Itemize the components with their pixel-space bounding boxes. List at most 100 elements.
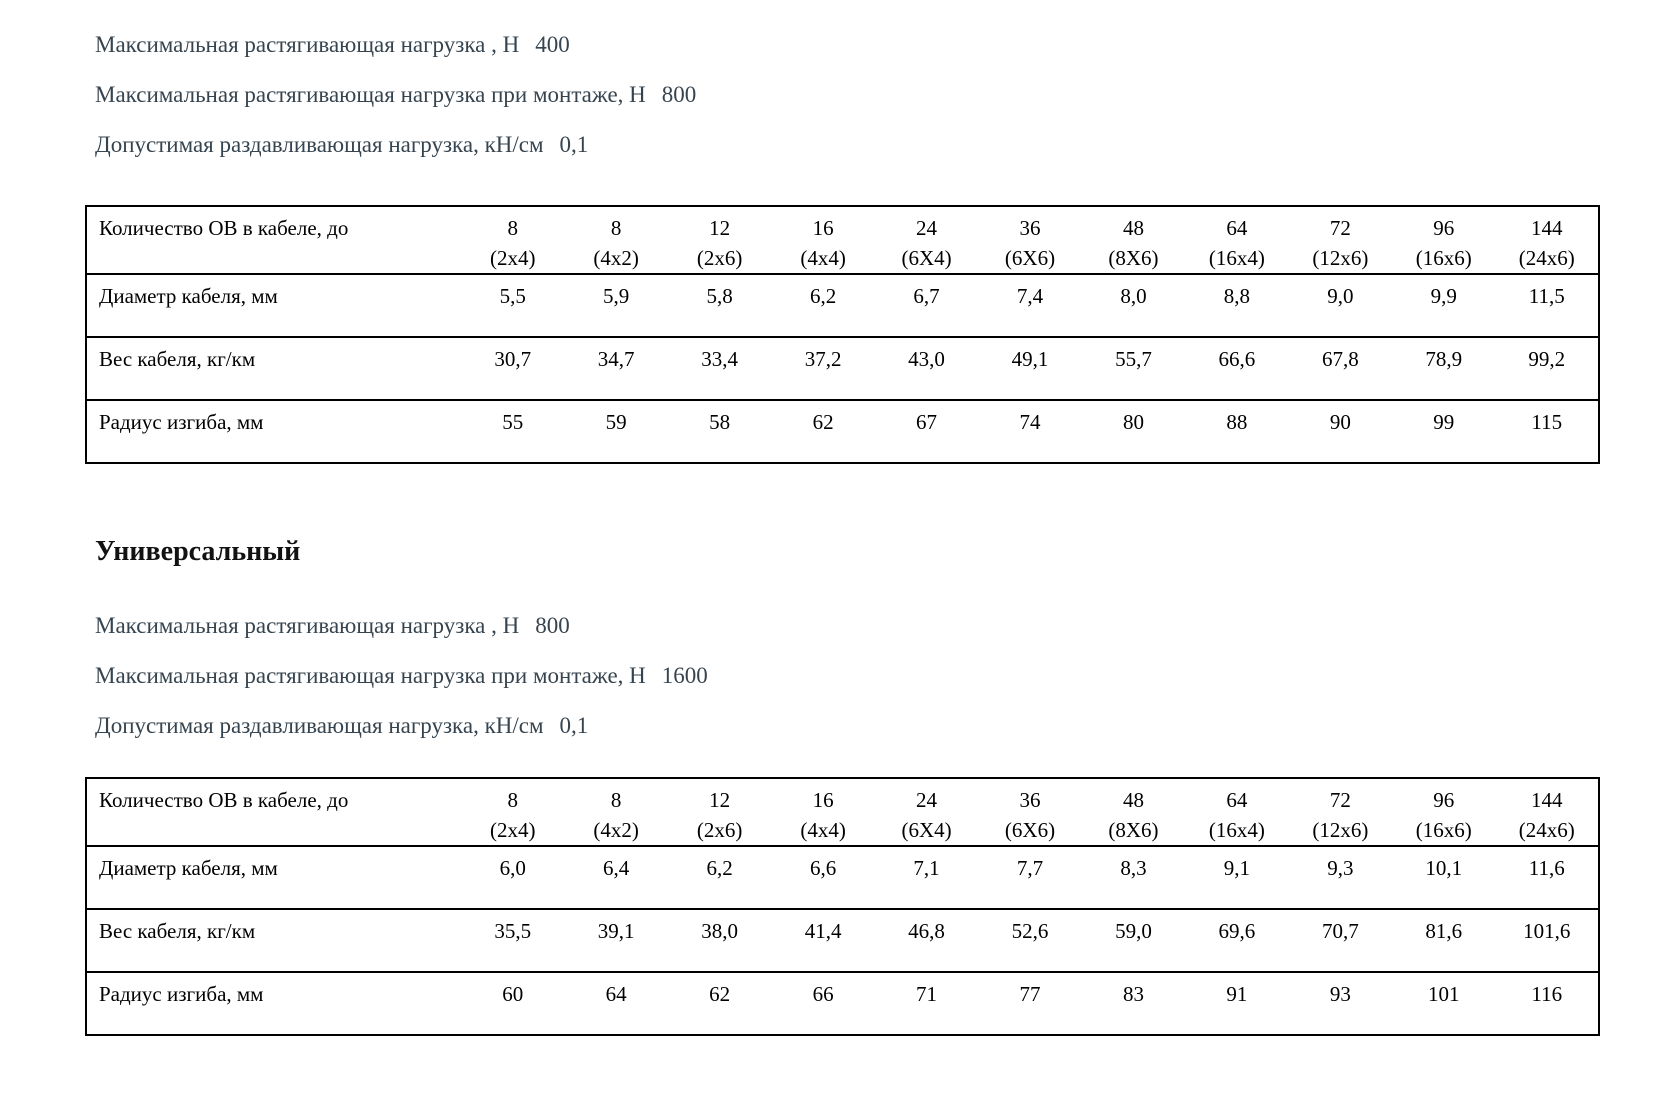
fiber-config: (4x4) bbox=[800, 818, 846, 842]
fiber-count: 96 bbox=[1433, 788, 1455, 812]
value-cell: 10,1 bbox=[1392, 845, 1496, 910]
value-cell: 46,8 bbox=[874, 908, 979, 973]
spec-value: 0,1 bbox=[559, 713, 589, 738]
fiber-count: 8 bbox=[507, 216, 518, 240]
value-cell: 78,9 bbox=[1392, 336, 1496, 401]
value-cell: 8,8 bbox=[1185, 273, 1289, 338]
spec-line-max-tensile-load: Максимальная растягивающая нагрузка , Н 8… bbox=[95, 613, 1600, 639]
section-heading-universal: Универсальный bbox=[95, 536, 301, 567]
fiber-count: 12 bbox=[709, 216, 731, 240]
spec-block-universal: Максимальная растягивающая нагрузка , Н 8… bbox=[85, 613, 1600, 739]
value-cell: 6,4 bbox=[564, 845, 668, 910]
fiber-config: (24x6) bbox=[1518, 818, 1575, 842]
column-header-cell: 72 (12x6) bbox=[1288, 205, 1393, 275]
value-cell: 116 bbox=[1495, 971, 1599, 1036]
value-cell: 6,2 bbox=[667, 845, 772, 910]
fiber-count: 144 bbox=[1531, 216, 1563, 240]
fiber-config: (12x6) bbox=[1312, 818, 1369, 842]
value-cell: 62 bbox=[771, 399, 875, 464]
fiber-count: 64 bbox=[1226, 216, 1248, 240]
value-cell: 39,1 bbox=[564, 908, 668, 973]
spec-label: Максимальная растягивающая нагрузка , Н bbox=[95, 613, 520, 638]
spec-value: 400 bbox=[535, 32, 570, 57]
table-row: Радиус изгиба, мм 60 64 62 66 71 77 83 91 93 101 11… bbox=[86, 971, 1599, 1036]
value-cell: 115 bbox=[1495, 399, 1599, 464]
value-cell: 35,5 bbox=[461, 908, 565, 973]
value-cell: 70,7 bbox=[1288, 908, 1393, 973]
value-cell: 37,2 bbox=[771, 336, 875, 401]
spec-label: Максимальная растягивающая нагрузка при … bbox=[95, 82, 646, 107]
cable-spec-table-universal: Количество ОВ в кабеле, до 8 (2x4) 8 (4x2) 12… bbox=[85, 777, 1600, 1036]
fiber-count: 24 bbox=[916, 216, 938, 240]
table-row: Диаметр кабеля, мм 5,5 5,9 5,8 6,2 6,7 7,4 8,0 8… bbox=[86, 273, 1599, 338]
value-cell: 88 bbox=[1185, 399, 1289, 464]
fiber-config: (6X4) bbox=[901, 246, 952, 270]
value-cell: 83 bbox=[1081, 971, 1186, 1036]
fiber-count: 144 bbox=[1531, 788, 1563, 812]
fiber-config: (6X4) bbox=[901, 818, 952, 842]
fiber-count: 48 bbox=[1122, 216, 1144, 240]
fiber-count: 16 bbox=[812, 788, 834, 812]
spec-line-max-tensile-load: Максимальная растягивающая нагрузка , Н 4… bbox=[95, 32, 1600, 58]
column-header-cell: 8 (2x4) bbox=[461, 205, 565, 275]
fiber-config: (4x2) bbox=[593, 246, 639, 270]
column-header-cell: 144 (24x6) bbox=[1495, 777, 1599, 847]
value-cell: 38,0 bbox=[667, 908, 772, 973]
fiber-count: 8 bbox=[507, 788, 518, 812]
fiber-config: (8X6) bbox=[1108, 818, 1159, 842]
value-cell: 11,6 bbox=[1495, 845, 1599, 910]
value-cell: 80 bbox=[1081, 399, 1186, 464]
column-header-cell: 8 (4x2) bbox=[564, 777, 668, 847]
value-cell: 55,7 bbox=[1081, 336, 1186, 401]
value-cell: 71 bbox=[874, 971, 979, 1036]
fiber-count: 12 bbox=[709, 788, 731, 812]
column-header-cell: 64 (16x4) bbox=[1185, 777, 1289, 847]
table-header-label: Количество ОВ в кабеле, до bbox=[86, 205, 461, 275]
column-header-cell: 72 (12x6) bbox=[1288, 777, 1393, 847]
value-cell: 5,9 bbox=[564, 273, 668, 338]
fiber-config: (24x6) bbox=[1518, 246, 1575, 270]
column-header-cell: 64 (16x4) bbox=[1185, 205, 1289, 275]
value-cell: 6,7 bbox=[874, 273, 979, 338]
value-cell: 99,2 bbox=[1495, 336, 1599, 401]
value-cell: 6,0 bbox=[461, 845, 565, 910]
fiber-count: 72 bbox=[1329, 216, 1351, 240]
fiber-count: 36 bbox=[1019, 216, 1041, 240]
value-cell: 43,0 bbox=[874, 336, 979, 401]
fiber-config: (8X6) bbox=[1108, 246, 1159, 270]
column-header-cell: 48 (8X6) bbox=[1081, 205, 1186, 275]
fiber-count: 64 bbox=[1226, 788, 1248, 812]
fiber-config: (12x6) bbox=[1312, 246, 1369, 270]
table-row: Вес кабеля, кг/км 30,7 34,7 33,4 37,2 43,0 49,… bbox=[86, 336, 1599, 401]
column-header-cell: 96 (16x6) bbox=[1392, 777, 1496, 847]
spec-line-crush-load: Допустимая раздавливающая нагрузка, кН/с… bbox=[95, 713, 1600, 739]
spec-value: 1600 bbox=[661, 663, 708, 688]
table-header-label: Количество ОВ в кабеле, до bbox=[86, 777, 461, 847]
row-label: Радиус изгиба, мм bbox=[86, 971, 461, 1036]
value-cell: 55 bbox=[461, 399, 565, 464]
value-cell: 9,3 bbox=[1288, 845, 1393, 910]
value-cell: 64 bbox=[564, 971, 668, 1036]
fiber-count: 96 bbox=[1433, 216, 1455, 240]
spec-block-standard: Максимальная растягивающая нагрузка , Н 4… bbox=[85, 32, 1600, 158]
row-label: Радиус изгиба, мм bbox=[86, 399, 461, 464]
fiber-config: (16x4) bbox=[1208, 246, 1265, 270]
fiber-count: 36 bbox=[1019, 788, 1041, 812]
value-cell: 62 bbox=[667, 971, 772, 1036]
table-row: Диаметр кабеля, мм 6,0 6,4 6,2 6,6 7,1 7,7 8,3 9… bbox=[86, 845, 1599, 910]
fiber-count: 72 bbox=[1329, 788, 1351, 812]
value-cell: 49,1 bbox=[978, 336, 1082, 401]
value-cell: 6,6 bbox=[771, 845, 875, 910]
column-header-cell: 48 (8X6) bbox=[1081, 777, 1186, 847]
column-header-cell: 16 (4x4) bbox=[771, 777, 875, 847]
value-cell: 7,1 bbox=[874, 845, 979, 910]
value-cell: 90 bbox=[1288, 399, 1393, 464]
column-header-cell: 36 (6X6) bbox=[978, 777, 1082, 847]
row-label: Вес кабеля, кг/км bbox=[86, 908, 461, 973]
fiber-config: (16x4) bbox=[1208, 818, 1265, 842]
value-cell: 66 bbox=[771, 971, 875, 1036]
value-cell: 6,2 bbox=[771, 273, 875, 338]
spec-value: 0,1 bbox=[559, 132, 589, 157]
column-header-cell: 24 (6X4) bbox=[874, 205, 979, 275]
value-cell: 101,6 bbox=[1495, 908, 1599, 973]
